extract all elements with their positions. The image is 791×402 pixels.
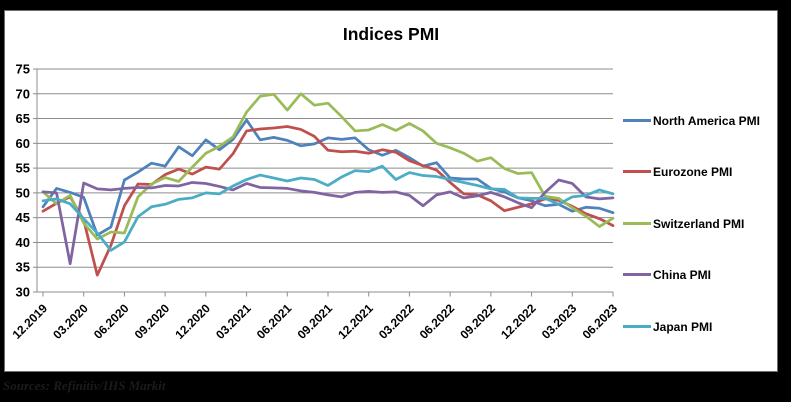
x-axis-label: 12.2019 — [10, 301, 51, 342]
x-axis-label: 06.2023 — [580, 301, 621, 342]
y-axis-label: 55 — [16, 161, 30, 176]
series-line-china-pmi — [41, 178, 615, 266]
y-axis-label: 45 — [16, 210, 30, 225]
y-axis-label: 30 — [16, 285, 30, 300]
x-axis-label: 03.2022 — [376, 301, 417, 342]
chart-panel: 30 35 40 45 50 55 60 65 70 75 12.2019 03.2020 06.202… — [4, 10, 778, 372]
y-axis-label: 35 — [16, 260, 30, 275]
y-axis-label: 60 — [16, 136, 30, 151]
x-axis-label: 03.2020 — [50, 301, 91, 342]
series-line-eurozone-pmi — [41, 125, 615, 277]
x-axis-label: 09.2020 — [132, 301, 173, 342]
series-line-japan-pmi — [41, 164, 615, 252]
y-axis-label: 65 — [16, 111, 30, 126]
y-axis-label: 70 — [16, 86, 30, 101]
y-axis-label: 75 — [16, 62, 30, 77]
x-axis-label: 12.2021 — [335, 301, 376, 342]
series-line-switzerland-pmi — [41, 92, 615, 241]
x-axis-label: 06.2022 — [417, 301, 458, 342]
x-axis-label: 03.2023 — [539, 301, 580, 342]
x-axis-label: 06.2020 — [91, 301, 132, 342]
x-axis-label: 06.2021 — [254, 301, 295, 342]
x-axis-label: 12.2020 — [172, 301, 213, 342]
x-axis-label: 03.2021 — [213, 301, 254, 342]
y-axis-label: 50 — [16, 185, 30, 200]
x-axis-label: 09.2022 — [457, 301, 498, 342]
x-axis-label: 09.2021 — [295, 301, 336, 342]
y-axis-label: 40 — [16, 235, 30, 250]
source-note: Sources: Refinitiv/IHS Markit — [3, 378, 166, 393]
x-axis-label: 12.2022 — [498, 301, 539, 342]
chart-title: Indices PMI — [342, 24, 440, 44]
